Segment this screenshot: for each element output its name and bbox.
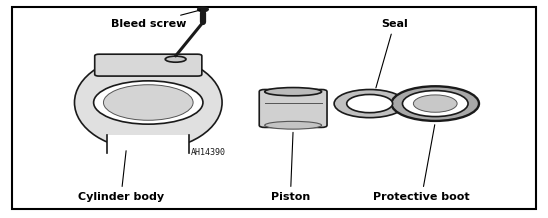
Circle shape — [391, 86, 479, 121]
Circle shape — [334, 90, 405, 118]
Ellipse shape — [265, 88, 322, 96]
FancyBboxPatch shape — [259, 90, 327, 127]
Ellipse shape — [197, 7, 208, 12]
Bar — [107, 135, 189, 153]
Circle shape — [94, 81, 203, 124]
Text: Bleed screw: Bleed screw — [111, 10, 200, 29]
Circle shape — [402, 91, 468, 117]
Text: Seal: Seal — [376, 19, 408, 88]
Text: AH14390: AH14390 — [191, 148, 226, 157]
Circle shape — [104, 85, 193, 120]
FancyBboxPatch shape — [95, 54, 202, 76]
Text: Cylinder body: Cylinder body — [78, 151, 164, 202]
Text: Piston: Piston — [271, 132, 310, 202]
Ellipse shape — [165, 56, 186, 62]
Ellipse shape — [75, 55, 222, 150]
Text: Protective boot: Protective boot — [373, 125, 470, 202]
Circle shape — [413, 95, 457, 112]
Circle shape — [347, 94, 392, 113]
Ellipse shape — [265, 121, 322, 129]
